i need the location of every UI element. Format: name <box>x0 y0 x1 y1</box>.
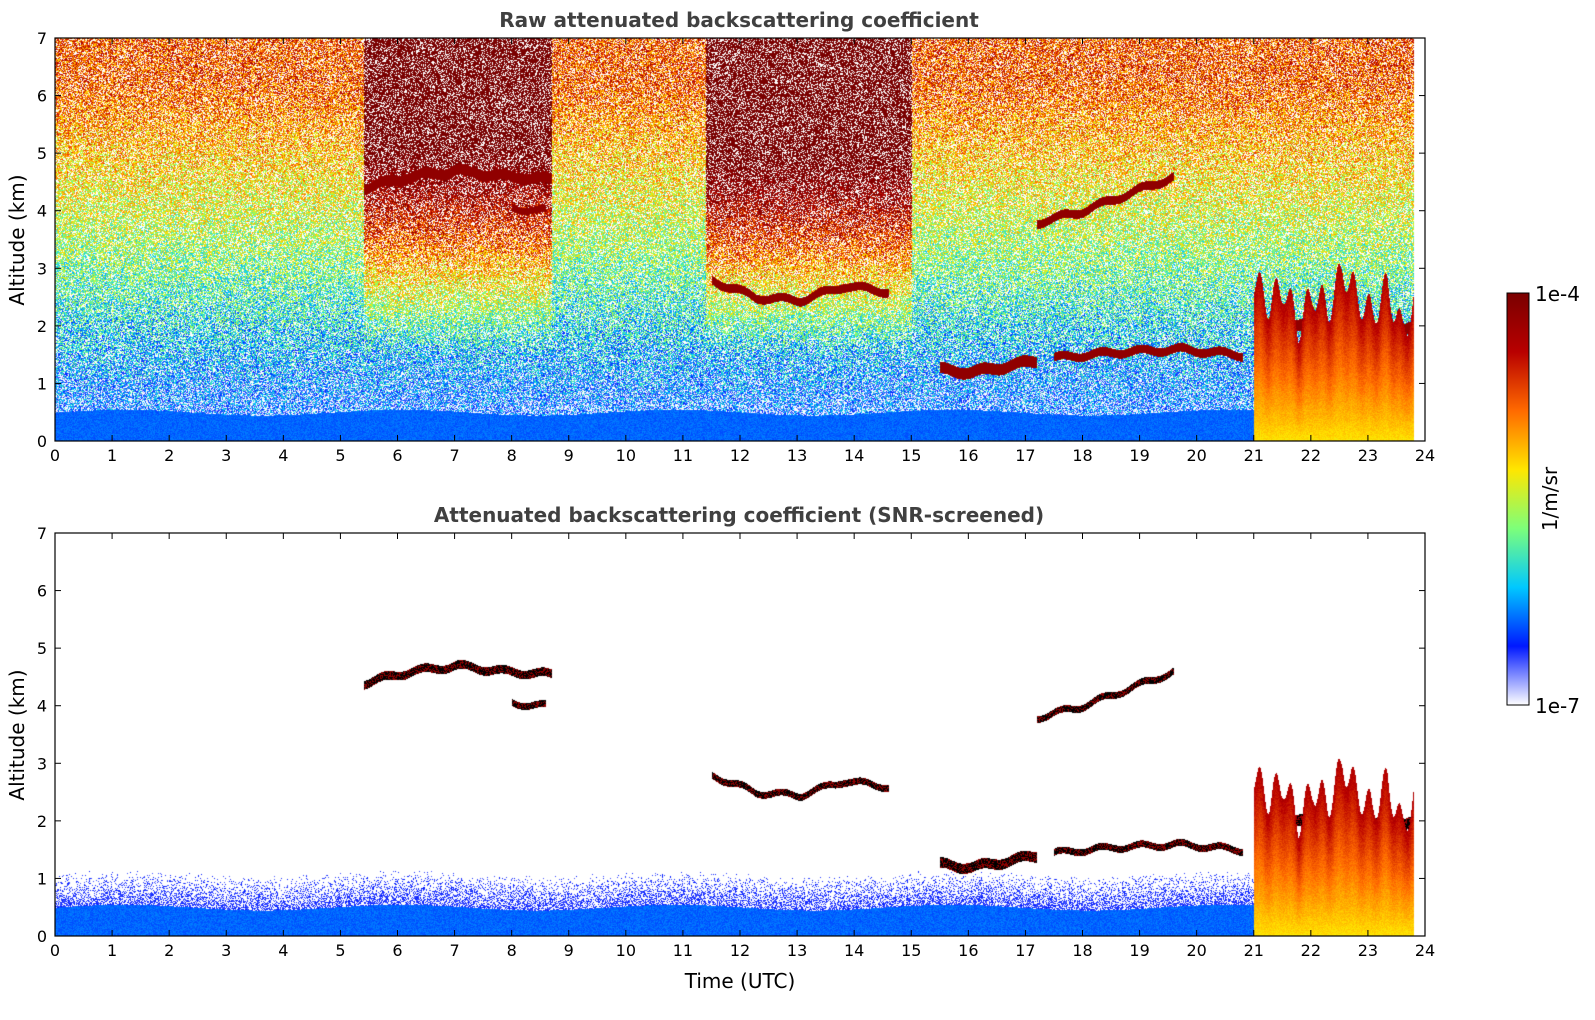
x-tick-label: 5 <box>335 446 345 465</box>
y-tick-label: 4 <box>37 697 47 716</box>
screened-panel: Attenuated backscattering coefficient (S… <box>5 503 1435 993</box>
x-tick-label: 7 <box>449 446 459 465</box>
raw-heatmap <box>55 38 1425 441</box>
screened-panel-title: Attenuated backscattering coefficient (S… <box>434 503 1044 527</box>
x-tick-label: 11 <box>673 446 693 465</box>
y-tick-label: 5 <box>37 144 47 163</box>
x-tick-label: 13 <box>787 941 807 960</box>
raw-panel-title: Raw attenuated backscattering coefficien… <box>499 8 979 32</box>
screened-ylabel: Altitude (km) <box>5 669 29 800</box>
y-tick-label: 2 <box>37 317 47 336</box>
raw-ylabel: Altitude (km) <box>5 174 29 305</box>
x-tick-label: 2 <box>164 446 174 465</box>
x-tick-label: 15 <box>901 446 921 465</box>
colorbar: 1e-4 1e-7 1/m/sr <box>1506 282 1580 718</box>
colorbar-min-label: 1e-7 <box>1535 694 1580 718</box>
x-tick-label: 16 <box>958 941 978 960</box>
x-tick-label: 12 <box>730 446 750 465</box>
x-tick-label: 17 <box>1015 941 1035 960</box>
x-tick-label: 1 <box>107 941 117 960</box>
x-tick-label: 8 <box>507 941 517 960</box>
x-tick-label: 16 <box>958 446 978 465</box>
x-tick-label: 22 <box>1301 941 1321 960</box>
x-tick-label: 21 <box>1244 446 1264 465</box>
x-tick-label: 3 <box>221 446 231 465</box>
raw-axes: 0 1 2 3 4 5 6 7 8 9 10 11 12 13 14 15 16 17 18 19 20 21 22 23 24… <box>37 29 1435 465</box>
screened-xlabel: Time (UTC) <box>684 969 796 993</box>
x-tick-label: 19 <box>1129 941 1149 960</box>
x-tick-label: 22 <box>1301 446 1321 465</box>
raw-panel: Raw attenuated backscattering coefficien… <box>5 8 1435 465</box>
colorbar-strip <box>1506 292 1530 706</box>
x-tick-label: 4 <box>278 941 288 960</box>
y-tick-label: 3 <box>37 259 47 278</box>
x-tick-label: 19 <box>1129 446 1149 465</box>
x-tick-label: 14 <box>844 941 864 960</box>
x-tick-label: 11 <box>673 941 693 960</box>
x-tick-label: 10 <box>616 446 636 465</box>
x-tick-label: 24 <box>1415 941 1435 960</box>
x-tick-label: 18 <box>1072 941 1092 960</box>
y-tick-label: 3 <box>37 754 47 773</box>
x-tick-label: 0 <box>50 941 60 960</box>
y-tick-label: 7 <box>37 524 47 543</box>
x-tick-label: 21 <box>1244 941 1264 960</box>
x-tick-label: 20 <box>1186 941 1206 960</box>
x-tick-label: 12 <box>730 941 750 960</box>
x-tick-label: 14 <box>844 446 864 465</box>
y-tick-label: 6 <box>37 582 47 601</box>
screened-axes: 0 1 2 3 4 5 6 7 8 9 10 11 12 13 14 15 16 17 18 19 20 21 22 23 24… <box>37 524 1435 960</box>
x-tick-label: 17 <box>1015 446 1035 465</box>
x-tick-label: 6 <box>392 446 402 465</box>
y-tick-label: 1 <box>37 374 47 393</box>
x-tick-label: 9 <box>564 941 574 960</box>
x-tick-label: 2 <box>164 941 174 960</box>
y-tick-label: 1 <box>37 869 47 888</box>
y-tick-label: 6 <box>37 87 47 106</box>
x-tick-label: 23 <box>1358 941 1378 960</box>
x-tick-label: 10 <box>616 941 636 960</box>
colorbar-unit-label: 1/m/sr <box>1538 466 1562 531</box>
x-tick-label: 13 <box>787 446 807 465</box>
x-tick-label: 6 <box>392 941 402 960</box>
y-tick-label: 0 <box>37 432 47 451</box>
x-tick-label: 4 <box>278 446 288 465</box>
x-tick-label: 7 <box>449 941 459 960</box>
colorbar-max-label: 1e-4 <box>1535 282 1580 306</box>
x-tick-label: 15 <box>901 941 921 960</box>
y-tick-label: 0 <box>37 927 47 946</box>
x-tick-label: 24 <box>1415 446 1435 465</box>
y-tick-label: 2 <box>37 812 47 831</box>
x-tick-label: 18 <box>1072 446 1092 465</box>
x-tick-label: 23 <box>1358 446 1378 465</box>
x-tick-label: 5 <box>335 941 345 960</box>
x-tick-label: 9 <box>564 446 574 465</box>
y-tick-label: 4 <box>37 202 47 221</box>
y-tick-label: 5 <box>37 639 47 658</box>
x-tick-label: 3 <box>221 941 231 960</box>
x-tick-label: 1 <box>107 446 117 465</box>
screened-heatmap <box>55 533 1425 936</box>
x-tick-label: 8 <box>507 446 517 465</box>
x-tick-label: 0 <box>50 446 60 465</box>
x-tick-label: 20 <box>1186 446 1206 465</box>
y-tick-label: 7 <box>37 29 47 48</box>
